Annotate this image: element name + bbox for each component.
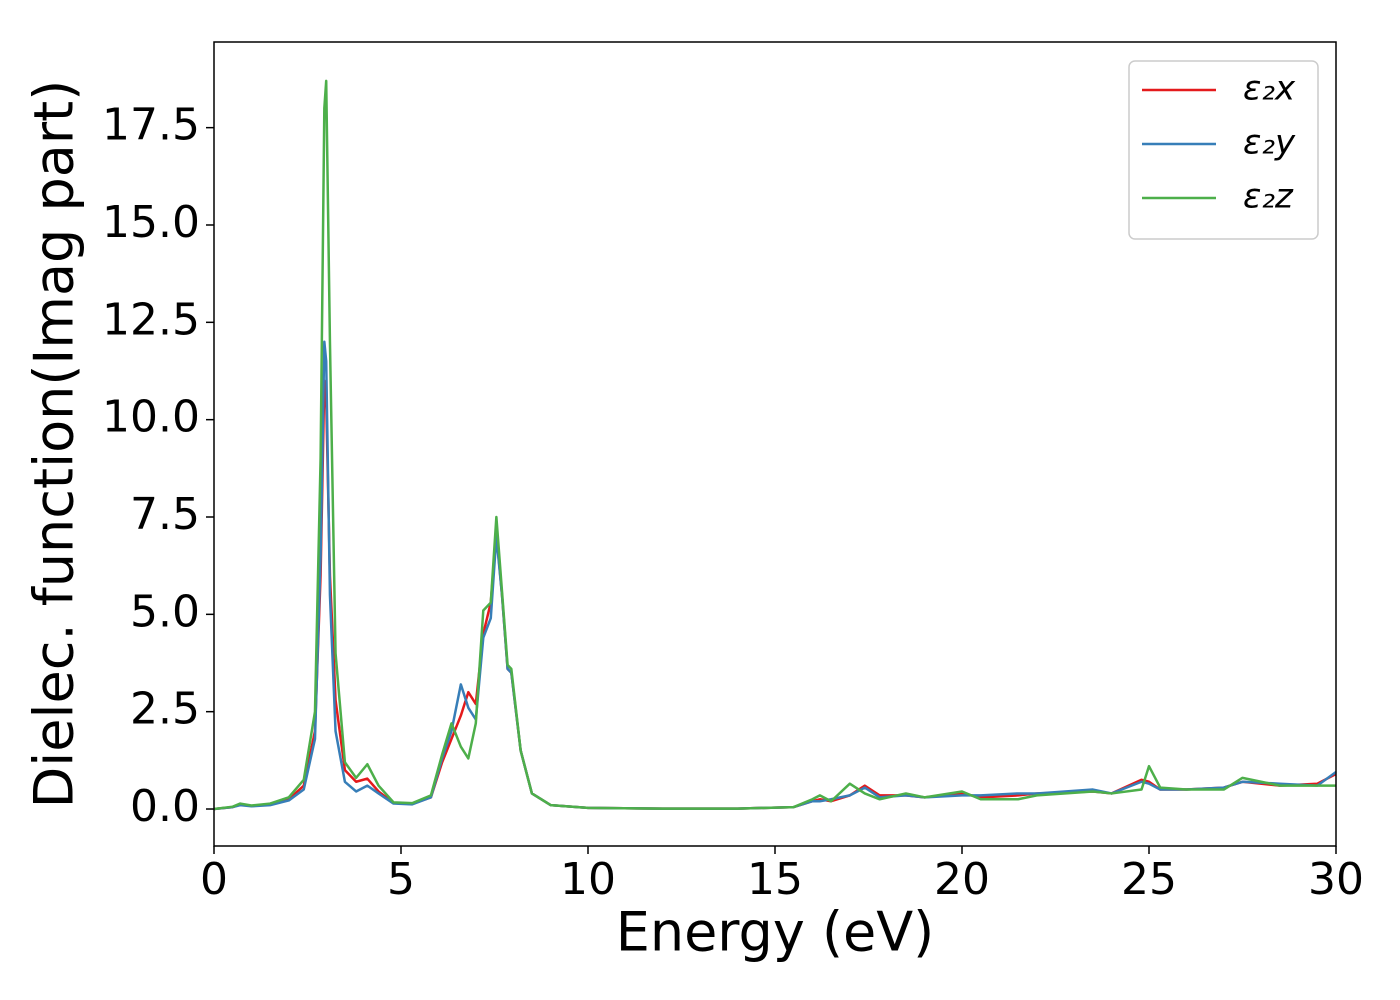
y-tick-label: 5.0 [130, 586, 200, 637]
x-tick-label: 20 [934, 854, 990, 905]
legend-label: ε₂x [1243, 69, 1296, 109]
y-tick-label: 15.0 [102, 197, 200, 248]
legend-label: ε₂y [1243, 123, 1296, 163]
x-axis-label: Energy (eV) [616, 901, 935, 964]
x-tick-label: 30 [1308, 854, 1364, 905]
plot-frame [213, 41, 1337, 847]
line-series [213, 79, 1336, 811]
line-series [213, 340, 1337, 811]
y-tick-label: 17.5 [102, 100, 200, 151]
y-tick-label: 10.0 [102, 392, 200, 443]
x-tick-label: 15 [747, 854, 803, 905]
line-series [213, 379, 1337, 811]
y-axis-label: Dielec. function(Imag part) [23, 80, 86, 809]
y-tick-label: 2.5 [130, 684, 200, 735]
x-tick-label: 25 [1121, 854, 1177, 905]
legend-box [1128, 60, 1319, 240]
x-tick-label: 0 [200, 854, 228, 905]
y-tick-label: 12.5 [102, 294, 200, 345]
y-tick-label: 0.0 [130, 781, 200, 832]
x-tick-label: 10 [560, 854, 616, 905]
y-tick-label: 7.5 [130, 489, 200, 540]
x-tick-label: 5 [387, 854, 415, 905]
legend-label: ε₂z [1243, 177, 1294, 217]
